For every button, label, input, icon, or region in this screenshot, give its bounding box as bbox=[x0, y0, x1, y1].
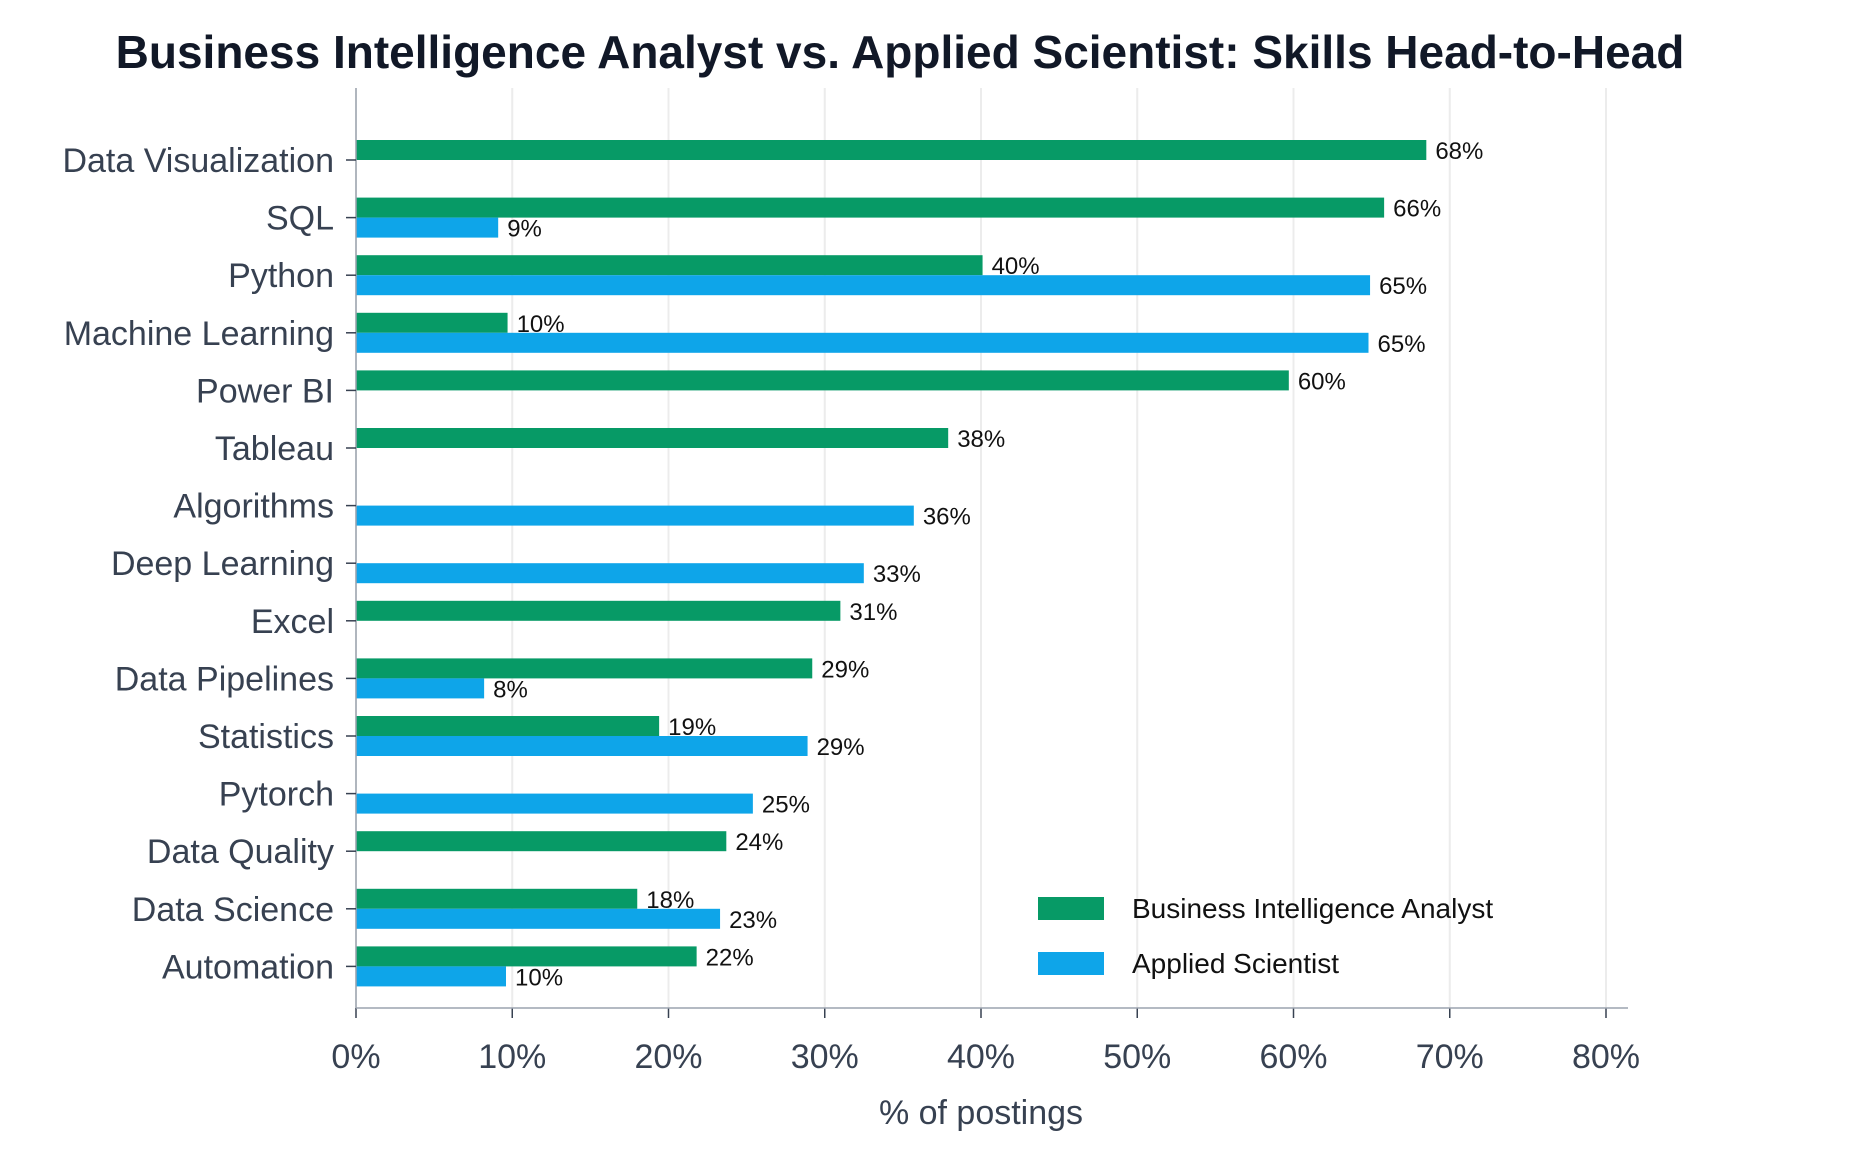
x-tick-label: 0% bbox=[331, 1038, 380, 1076]
x-tick-label: 40% bbox=[947, 1038, 1015, 1076]
data-label-business-intelligence-analyst-data-quality: 24% bbox=[735, 829, 783, 856]
gridlines bbox=[355, 88, 1607, 1008]
data-label-applied-scientist-automation: 10% bbox=[515, 964, 563, 991]
y-tick-label-data-quality: Data Quality bbox=[147, 833, 334, 871]
data-label-business-intelligence-analyst-data-pipelines: 29% bbox=[821, 656, 869, 683]
y-tick-label-sql: SQL bbox=[266, 200, 334, 238]
y-tick-label-data-pipelines: Data Pipelines bbox=[115, 660, 334, 698]
y-tick-label-data-visualization: Data Visualization bbox=[62, 142, 334, 180]
x-tick-label: 20% bbox=[634, 1038, 702, 1076]
axes: 0% 10% 20% 30% 40% 50% 60% 70% 80% Data Visualiza… bbox=[62, 88, 1640, 1076]
data-label-applied-scientist-deep-learning: 33% bbox=[873, 561, 921, 588]
data-label-applied-scientist-pytorch: 25% bbox=[762, 792, 810, 819]
legend-swatch-business-intelligence-analyst bbox=[1038, 897, 1104, 920]
x-tick-label: 10% bbox=[478, 1038, 546, 1076]
data-label-business-intelligence-analyst-statistics: 19% bbox=[668, 714, 716, 741]
x-tick-label: 60% bbox=[1259, 1038, 1327, 1076]
bar-applied-scientist-data-pipelines bbox=[356, 678, 485, 699]
y-tick-label-deep-learning: Deep Learning bbox=[111, 545, 334, 583]
y-tick-label-machine-learning: Machine Learning bbox=[64, 315, 334, 353]
data-label-business-intelligence-analyst-excel: 31% bbox=[849, 599, 897, 626]
bar-business-intelligence-analyst-tableau bbox=[356, 428, 949, 448]
x-tick-label: 30% bbox=[791, 1038, 859, 1076]
y-tick-label-tableau: Tableau bbox=[215, 430, 334, 468]
x-axis-title: % of postings bbox=[879, 1094, 1083, 1132]
bar-applied-scientist-algorithms bbox=[356, 505, 914, 526]
y-tick-label-power-bi: Power BI bbox=[196, 372, 334, 410]
bar-business-intelligence-analyst-sql bbox=[356, 197, 1385, 218]
bar-business-intelligence-analyst-excel bbox=[356, 600, 841, 621]
bar-business-intelligence-analyst-automation bbox=[356, 946, 697, 967]
bar-business-intelligence-analyst-machine-learning bbox=[356, 312, 508, 333]
data-label-business-intelligence-analyst-machine-learning: 10% bbox=[517, 311, 565, 338]
y-tick-label-python: Python bbox=[228, 257, 334, 295]
bar-applied-scientist-machine-learning bbox=[356, 332, 1369, 353]
bar-business-intelligence-analyst-data-pipelines bbox=[356, 658, 813, 679]
data-label-business-intelligence-analyst-tableau: 38% bbox=[957, 426, 1005, 453]
bar-applied-scientist-deep-learning bbox=[356, 563, 864, 584]
bar-applied-scientist-automation bbox=[356, 966, 506, 987]
data-label-business-intelligence-analyst-sql: 66% bbox=[1393, 196, 1441, 223]
data-label-applied-scientist-python: 65% bbox=[1379, 273, 1427, 300]
bar-applied-scientist-sql bbox=[356, 217, 499, 238]
bar-business-intelligence-analyst-statistics bbox=[356, 716, 660, 736]
legend-label-applied-scientist: Applied Scientist bbox=[1132, 948, 1339, 979]
y-tick-label-automation: Automation bbox=[162, 948, 334, 986]
data-label-applied-scientist-data-science: 23% bbox=[729, 907, 777, 934]
chart-title: Business Intelligence Analyst vs. Applie… bbox=[116, 26, 1685, 78]
y-tick-label-data-science: Data Science bbox=[132, 891, 334, 929]
y-tick-label-excel: Excel bbox=[251, 603, 334, 641]
bar-business-intelligence-analyst-data-quality bbox=[356, 831, 727, 852]
data-label-applied-scientist-algorithms: 36% bbox=[923, 504, 971, 531]
legend-swatch-applied-scientist bbox=[1038, 952, 1104, 975]
data-label-business-intelligence-analyst-python: 40% bbox=[992, 253, 1040, 280]
y-tick-label-statistics: Statistics bbox=[198, 718, 334, 756]
x-tick-label: 50% bbox=[1103, 1038, 1171, 1076]
y-tick-label-algorithms: Algorithms bbox=[173, 488, 334, 526]
bar-applied-scientist-data-science bbox=[356, 908, 721, 929]
data-label-applied-scientist-data-pipelines: 8% bbox=[493, 676, 528, 703]
legend: Business Intelligence Analyst Applied Sci… bbox=[1038, 893, 1493, 979]
x-tick-label: 80% bbox=[1572, 1038, 1640, 1076]
data-label-business-intelligence-analyst-data-visualization: 68% bbox=[1435, 138, 1483, 165]
data-label-applied-scientist-sql: 9% bbox=[507, 216, 542, 243]
bar-applied-scientist-pytorch bbox=[356, 793, 753, 814]
bar-business-intelligence-analyst-power-bi bbox=[356, 370, 1289, 391]
bar-business-intelligence-analyst-data-science bbox=[356, 888, 638, 909]
data-label-applied-scientist-machine-learning: 65% bbox=[1378, 331, 1426, 358]
data-label-business-intelligence-analyst-data-science: 18% bbox=[646, 887, 694, 914]
bar-business-intelligence-analyst-data-visualization bbox=[356, 140, 1427, 160]
x-tick-label: 70% bbox=[1416, 1038, 1484, 1076]
data-label-business-intelligence-analyst-automation: 22% bbox=[706, 944, 754, 971]
data-label-business-intelligence-analyst-power-bi: 60% bbox=[1298, 368, 1346, 395]
y-tick-label-pytorch: Pytorch bbox=[219, 776, 334, 814]
bars bbox=[356, 140, 1427, 987]
bar-applied-scientist-python bbox=[356, 275, 1371, 296]
data-labels: 68% 66% 9% 40% 65% 10% 65% 60% 38% 36% 33% 31% 29% 8%… bbox=[493, 138, 1483, 991]
legend-label-business-intelligence-analyst: Business Intelligence Analyst bbox=[1132, 893, 1493, 924]
bar-business-intelligence-analyst-python bbox=[356, 255, 983, 276]
data-label-applied-scientist-statistics: 29% bbox=[817, 734, 865, 761]
bar-applied-scientist-statistics bbox=[356, 736, 808, 756]
